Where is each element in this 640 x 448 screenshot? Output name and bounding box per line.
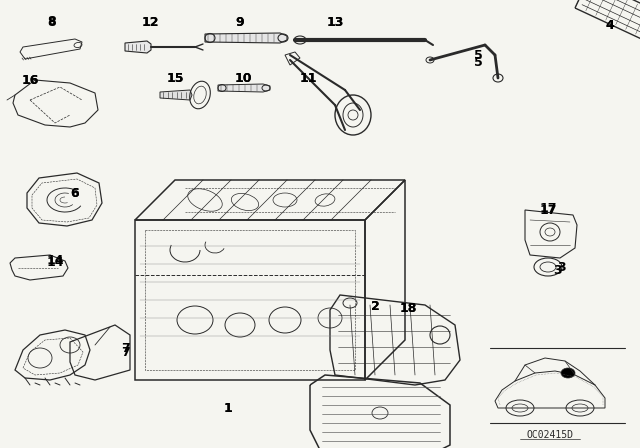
Text: 12: 12 — [141, 16, 159, 29]
Text: 11: 11 — [300, 72, 317, 85]
Text: 17: 17 — [540, 202, 557, 215]
Text: 10: 10 — [234, 72, 252, 85]
Text: 7: 7 — [120, 341, 129, 354]
Text: 4: 4 — [605, 18, 614, 31]
Text: 14: 14 — [46, 254, 64, 267]
Text: 16: 16 — [21, 73, 38, 86]
Text: 8: 8 — [48, 14, 56, 27]
Text: 1: 1 — [223, 401, 232, 414]
Text: 6: 6 — [70, 186, 79, 199]
Polygon shape — [160, 90, 192, 100]
Text: 8: 8 — [48, 16, 56, 29]
Text: 18: 18 — [399, 302, 417, 314]
Text: 18: 18 — [399, 302, 417, 314]
Text: 15: 15 — [166, 72, 184, 85]
Text: 1: 1 — [223, 401, 232, 414]
Text: 14: 14 — [46, 255, 64, 268]
Text: 5: 5 — [474, 48, 483, 61]
Text: 17: 17 — [540, 203, 557, 216]
Text: 15: 15 — [166, 72, 184, 85]
Text: 3: 3 — [557, 260, 566, 273]
Polygon shape — [125, 41, 151, 53]
Ellipse shape — [561, 368, 575, 378]
Text: 16: 16 — [21, 73, 38, 86]
Text: 7: 7 — [120, 345, 129, 358]
Text: 9: 9 — [236, 16, 244, 29]
Text: 13: 13 — [326, 16, 344, 29]
Text: 13: 13 — [326, 16, 344, 29]
Text: 10: 10 — [234, 72, 252, 85]
Polygon shape — [205, 33, 287, 43]
Text: 11: 11 — [300, 72, 317, 85]
Text: 9: 9 — [236, 16, 244, 29]
Text: 3: 3 — [553, 263, 561, 276]
Text: 12: 12 — [141, 16, 159, 29]
Text: OC02415D: OC02415D — [527, 430, 573, 440]
Text: 2: 2 — [371, 300, 380, 313]
Text: 5: 5 — [474, 56, 483, 69]
Text: 6: 6 — [70, 186, 79, 199]
Text: 4: 4 — [605, 18, 614, 31]
Polygon shape — [218, 84, 270, 92]
Text: 2: 2 — [371, 300, 380, 313]
